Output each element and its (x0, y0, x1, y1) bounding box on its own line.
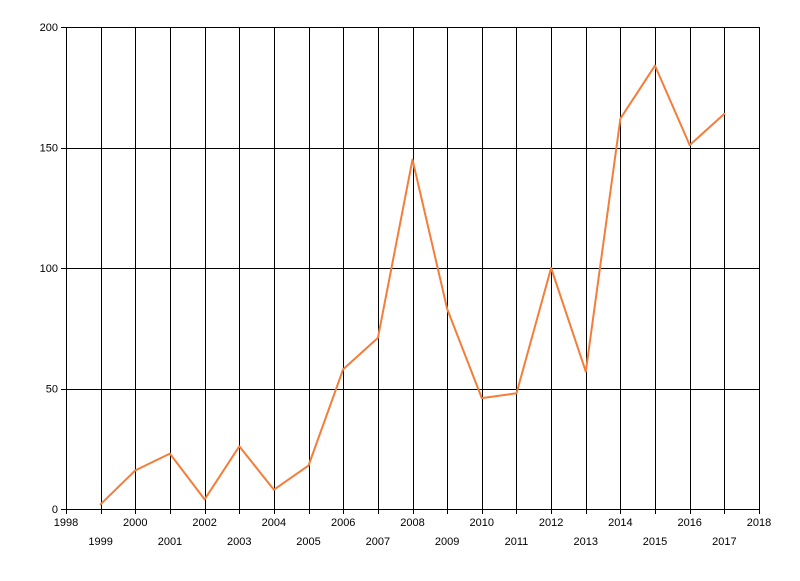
x-tick-label: 2005 (296, 536, 320, 548)
x-tick-label: 2016 (677, 517, 701, 529)
axis-layer (61, 27, 760, 514)
x-tick-label: 2007 (366, 536, 390, 548)
x-tick-label: 2008 (400, 517, 424, 529)
x-tick-label: 2018 (747, 517, 771, 529)
x-tick-label: 2000 (123, 517, 147, 529)
x-tick-label: 2004 (262, 517, 286, 529)
x-tick-label: 2002 (192, 517, 216, 529)
y-tick-label: 100 (40, 263, 58, 275)
x-tick-label: 2017 (712, 536, 736, 548)
x-tick-label: 2014 (608, 517, 632, 529)
series-line (101, 66, 725, 505)
x-tick-label: 2011 (505, 536, 529, 548)
x-tick-label: 2015 (643, 536, 667, 548)
grid-layer (66, 27, 760, 509)
x-tick-label: 2006 (331, 517, 355, 529)
x-tick-label: 2010 (470, 517, 494, 529)
x-tick-label: 2001 (158, 536, 182, 548)
x-tick-label: 2003 (227, 536, 251, 548)
series-layer (101, 66, 725, 505)
tick-label-layer: 0 50 100 150 200 1998 1999 2000 2001 2002 2003 2004… (40, 22, 772, 548)
x-tick-label: 2013 (574, 536, 598, 548)
y-tick-label: 0 (52, 504, 58, 516)
x-tick-label: 2012 (539, 517, 563, 529)
y-tick-label: 200 (40, 22, 58, 34)
y-tick-label: 150 (40, 143, 58, 155)
x-tick-label: 1999 (88, 536, 112, 548)
x-tick-label: 1998 (54, 517, 78, 529)
y-tick-label: 50 (46, 384, 58, 396)
x-tick-label: 2009 (435, 536, 459, 548)
